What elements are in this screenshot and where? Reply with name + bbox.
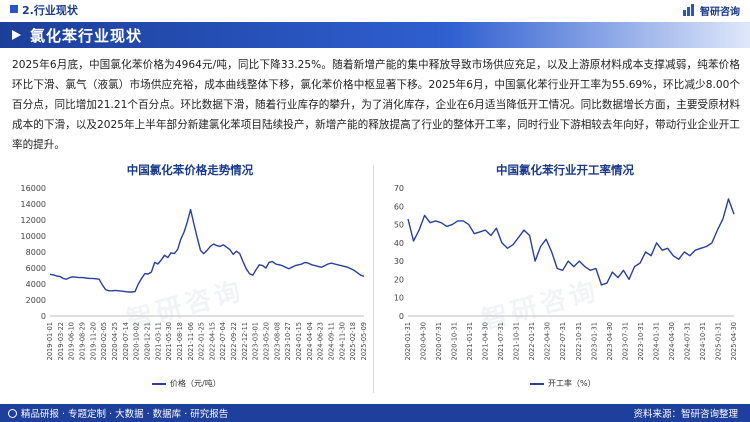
price-x-tick-3: 2019-08-29 xyxy=(78,322,86,360)
legend-label: 价格（元/吨） xyxy=(170,379,221,388)
play-triangle-icon xyxy=(12,30,21,40)
price-x-tick-4: 2019-11-20 xyxy=(89,322,97,360)
utilization-x-tick-2: 2020-07-31 xyxy=(435,322,443,360)
utilization-y-tick-7: 70 xyxy=(394,184,404,193)
price-series-line xyxy=(49,208,365,293)
price-y-tick-1: 2000 xyxy=(26,296,46,305)
utilization-x-tick-13: 2023-04-30 xyxy=(606,322,614,360)
price-x-tick-20: 2023-05-20 xyxy=(263,322,271,360)
section-label: 2.行业现状 xyxy=(6,2,84,17)
utilization-x-tick-20: 2025-01-31 xyxy=(714,322,722,360)
utilization-x-tick-7: 2021-10-31 xyxy=(513,322,521,360)
top-header: 2.行业现状 智研咨询 xyxy=(0,0,750,20)
utilization-chart-title: 中国氯化苯行业开工率情况 xyxy=(496,163,634,177)
utilization-x-tick-6: 2021-07-31 xyxy=(497,322,505,360)
utilization-x-tick-9: 2022-04-30 xyxy=(544,322,552,360)
price-x-tick-10: 2021-03-11 xyxy=(154,322,162,360)
price-chart-legend: 价格（元/吨） xyxy=(152,378,221,389)
utilization-y-tick-5: 50 xyxy=(394,221,404,230)
utilization-x-tick-1: 2020-04-30 xyxy=(420,322,428,360)
summary-paragraph: 2025年6月底，中国氯化苯价格为4964元/吨，同比下降33.25%。随着新增… xyxy=(12,59,740,151)
utilization-x-tick-10: 2022-07-31 xyxy=(559,322,567,360)
brand-logo: 智研咨询 xyxy=(683,2,740,18)
utilization-x-tick-18: 2024-07-31 xyxy=(683,322,691,360)
legend-swatch xyxy=(152,382,166,385)
footer-tagline-text: 精品研报 · 专题定制 · 大数据 · 数据库 · 研究报告 xyxy=(21,409,229,420)
utilization-y-tick-0: 0 xyxy=(399,312,404,321)
price-chart: 0 2000 4000 6000 8000 10000 12000 14000 16000 201… xyxy=(21,184,368,360)
price-x-tick-14: 2022-01-25 xyxy=(198,322,206,360)
price-x-tick-1: 2019-03-22 xyxy=(57,322,65,360)
section-label-text: 2.行业现状 xyxy=(22,4,78,17)
utilization-y-tick-4: 40 xyxy=(394,239,404,248)
price-y-tick-4: 8000 xyxy=(26,248,46,257)
price-x-tick-6: 2020-04-25 xyxy=(111,322,119,360)
price-x-tick-21: 2023-08-08 xyxy=(273,322,281,360)
utilization-x-tick-3: 2020-10-31 xyxy=(451,322,459,360)
price-x-tick-11: 2021-05-30 xyxy=(165,322,173,360)
price-x-tick-28: 2025-02-18 xyxy=(349,322,357,360)
price-y-tick-7: 14000 xyxy=(21,200,46,209)
utilization-series-line xyxy=(407,198,735,286)
data-source: 资料来源：智研咨询整理 xyxy=(633,409,738,420)
legend-label: 开工率（%） xyxy=(548,379,596,388)
utilization-y-tick-6: 60 xyxy=(394,202,404,211)
price-x-tick-13: 2021-11-06 xyxy=(187,322,195,360)
page-title: 氯化苯行业现状 xyxy=(30,27,143,45)
price-x-tick-12: 2021-08-18 xyxy=(176,322,184,360)
utilization-x-tick-15: 2023-10-31 xyxy=(637,322,645,360)
price-y-tick-6: 12000 xyxy=(21,216,46,225)
price-x-tick-17: 2022-09-22 xyxy=(230,322,238,360)
price-x-tick-8: 2020-10-02 xyxy=(133,322,141,360)
legend-swatch xyxy=(530,382,544,385)
utilization-x-tick-8: 2022-01-31 xyxy=(528,322,536,360)
utilization-x-tick-0: 2020-01-31 xyxy=(404,322,412,360)
footer-bar: 精品研报 · 专题定制 · 大数据 · 数据库 · 研究报告 资料来源：智研咨询… xyxy=(0,404,750,422)
bar-logo-icon xyxy=(683,4,697,16)
price-x-tick-25: 2024-06-23 xyxy=(317,322,325,360)
utilization-chart-legend: 开工率（%） xyxy=(530,378,596,389)
utilization-x-tick-17: 2024-04-30 xyxy=(668,322,676,360)
price-x-tick-2: 2019-06-10 xyxy=(68,322,76,360)
price-x-tick-7: 2020-07-14 xyxy=(122,322,130,360)
price-x-tick-27: 2024-11-30 xyxy=(338,322,346,360)
price-y-tick-8: 16000 xyxy=(21,184,46,193)
price-x-tick-5: 2020-02-05 xyxy=(100,322,108,360)
utilization-y-tick-2: 20 xyxy=(394,275,404,284)
price-y-tick-0: 0 xyxy=(41,312,46,321)
price-x-tick-19: 2023-03-01 xyxy=(252,322,260,360)
brand-logo-text: 智研咨询 xyxy=(700,6,740,18)
price-x-tick-9: 2020-12-21 xyxy=(143,322,151,360)
price-x-tick-0: 2019-01-01 xyxy=(46,322,54,360)
price-x-tick-22: 2023-10-27 xyxy=(284,322,292,360)
price-x-tick-18: 2022-12-11 xyxy=(241,322,249,360)
utilization-x-tick-21: 2025-04-30 xyxy=(730,322,738,360)
utilization-x-tick-14: 2023-07-31 xyxy=(621,322,629,360)
chart-divider xyxy=(373,165,374,393)
utilization-y-tick-3: 30 xyxy=(394,257,404,266)
price-x-tick-23: 2024-01-15 xyxy=(295,322,303,360)
price-y-tick-5: 10000 xyxy=(21,232,46,241)
utilization-chart: 0 10 20 30 40 50 60 70 2020-01-31 2020-04-30 2020-… xyxy=(394,184,738,360)
utilization-x-tick-16: 2024-01-31 xyxy=(652,322,660,360)
utilization-x-tick-11: 2022-10-31 xyxy=(575,322,583,360)
footer-tagline: 精品研报 · 专题定制 · 大数据 · 数据库 · 研究报告 xyxy=(8,406,228,420)
utilization-x-tick-4: 2021-01-31 xyxy=(466,322,474,360)
title-bar: 氯化苯行业现状 xyxy=(0,22,750,48)
price-x-tick-24: 2024-04-04 xyxy=(306,322,314,360)
section-marker-icon xyxy=(10,5,18,13)
price-x-tick-26: 2024-09-11 xyxy=(328,322,336,360)
price-chart-title: 中国氯化苯价格走势情况 xyxy=(126,163,254,177)
utilization-x-tick-5: 2021-04-30 xyxy=(482,322,490,360)
price-x-tick-29: 2025-05-09 xyxy=(360,322,368,360)
price-y-tick-3: 6000 xyxy=(26,264,46,273)
utilization-y-tick-1: 10 xyxy=(394,294,404,303)
price-x-tick-15: 2022-04-15 xyxy=(208,322,216,360)
price-x-tick-16: 2022-07-04 xyxy=(219,322,227,360)
utilization-x-tick-12: 2023-01-31 xyxy=(590,322,598,360)
globe-icon xyxy=(8,408,17,418)
price-y-tick-2: 4000 xyxy=(26,280,46,289)
utilization-x-tick-19: 2024-10-31 xyxy=(699,322,707,360)
